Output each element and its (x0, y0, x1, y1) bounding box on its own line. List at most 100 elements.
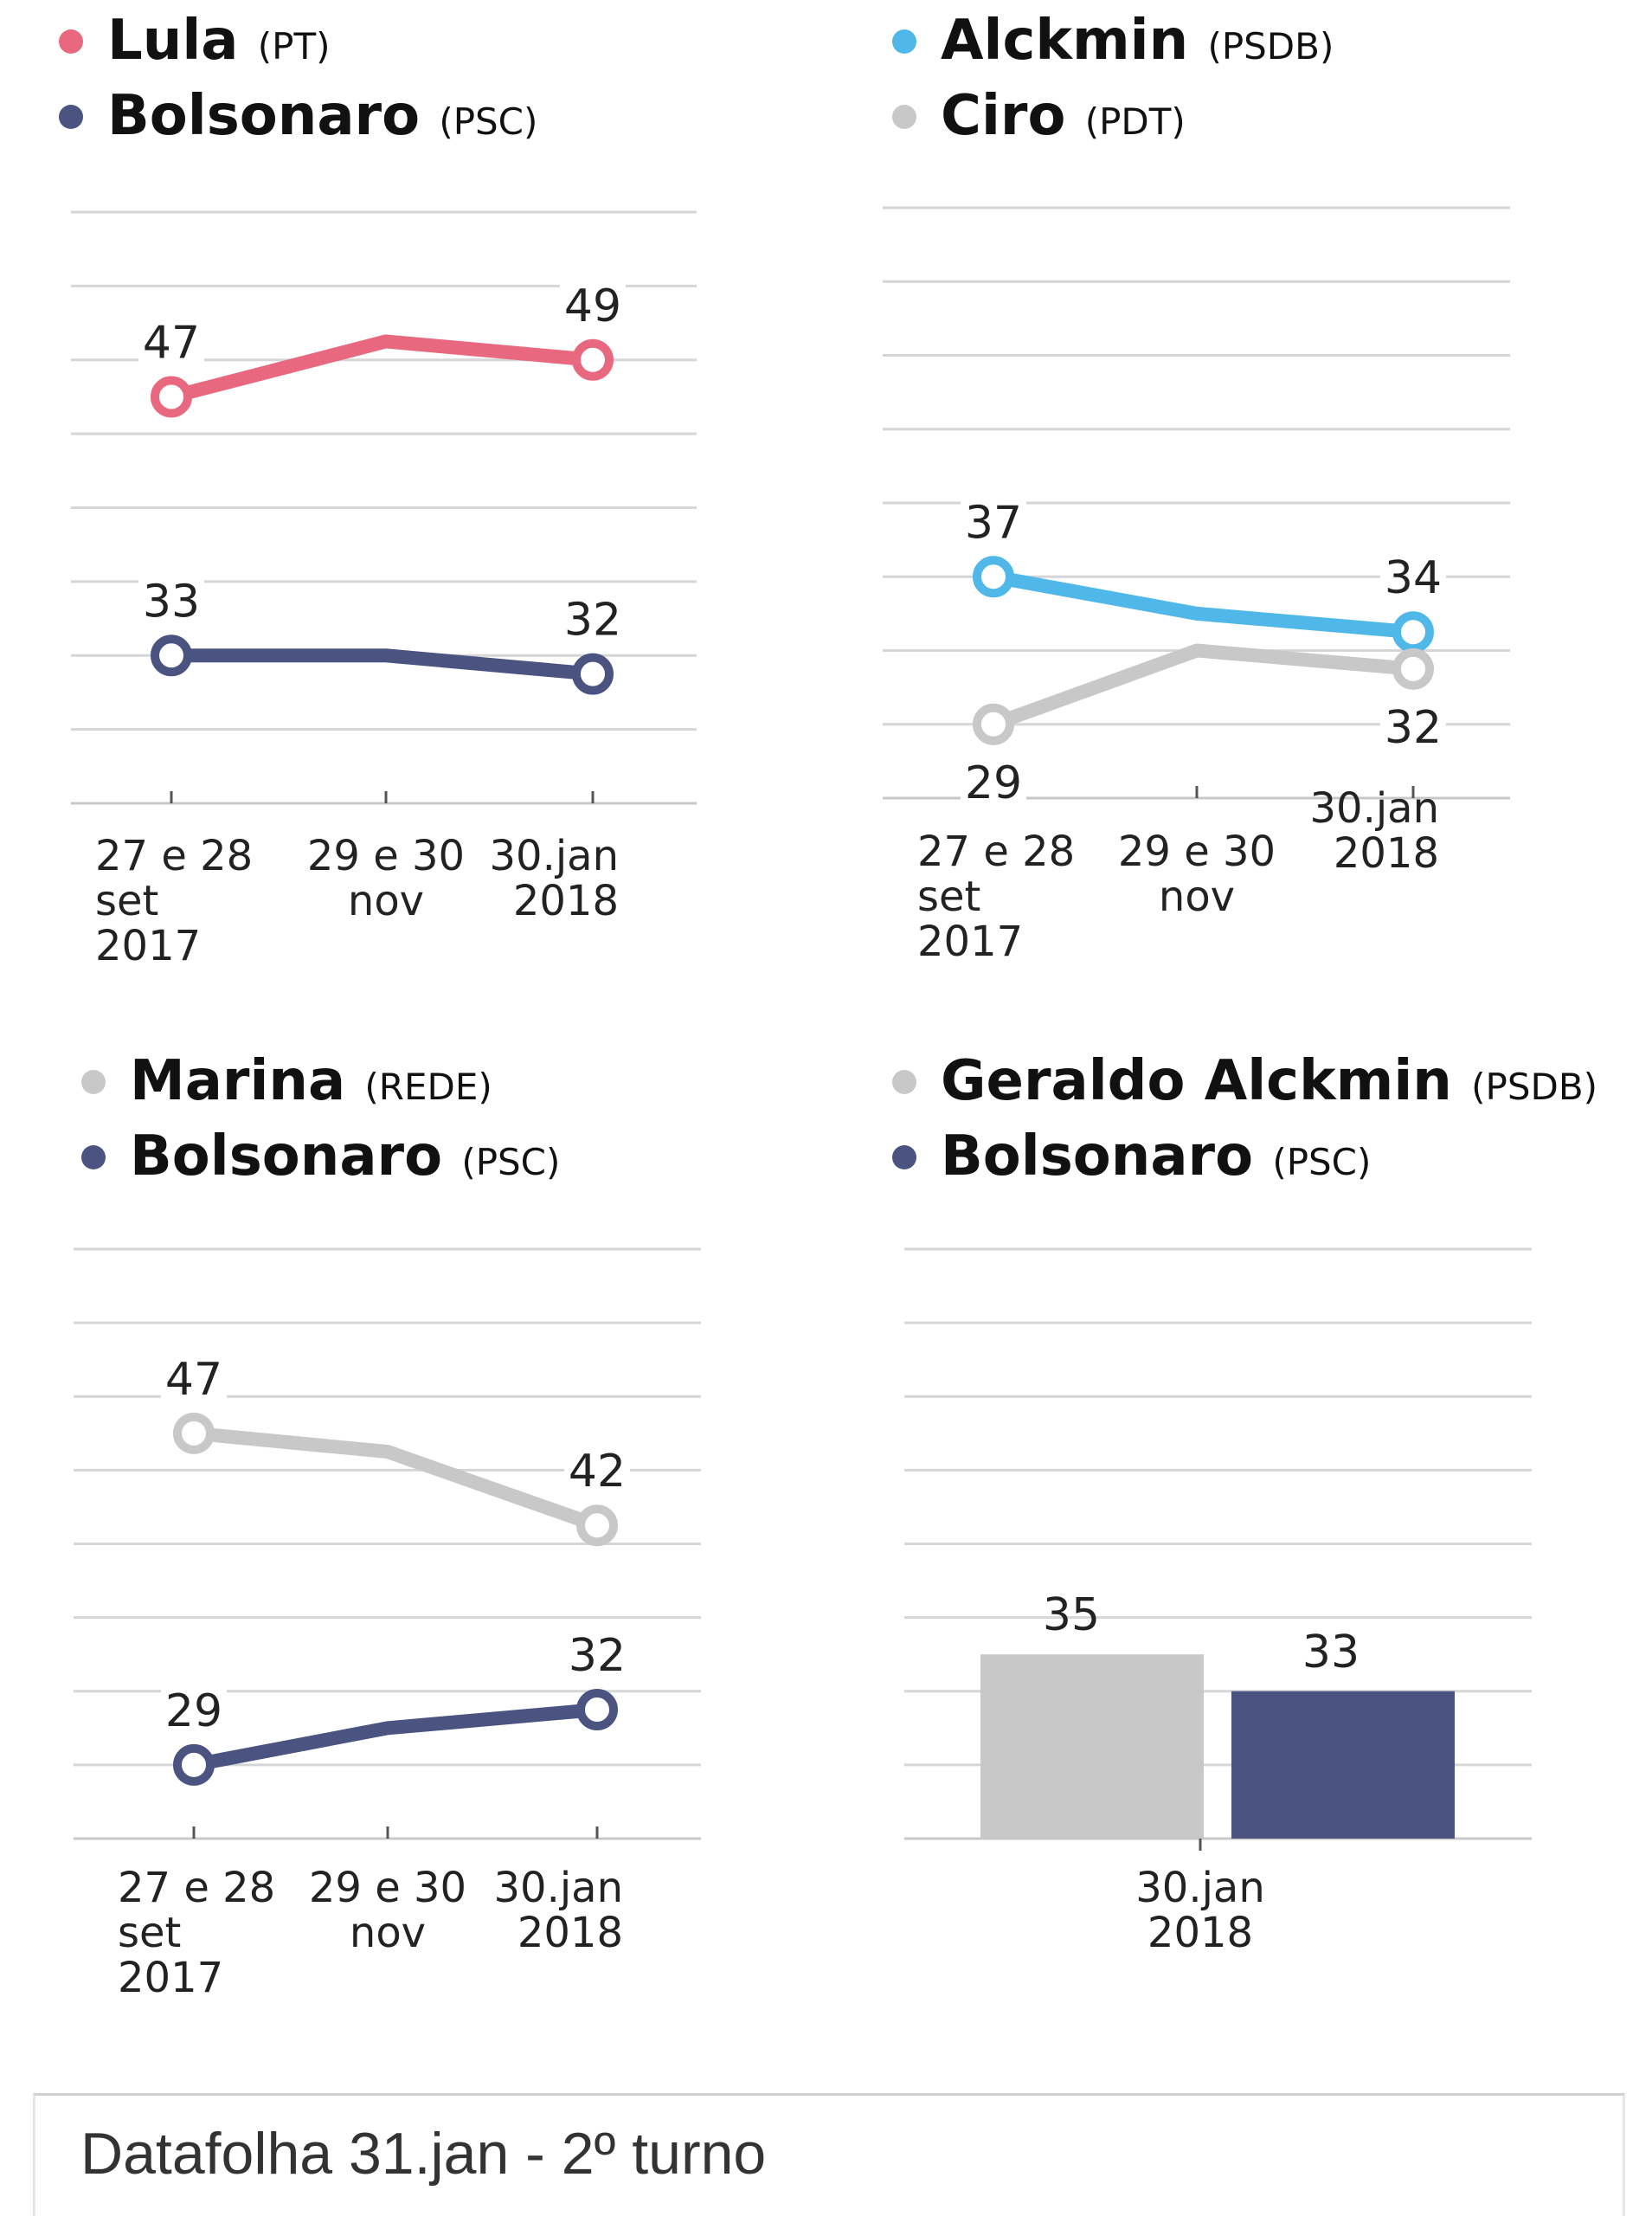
tick-label: 30.jan (489, 832, 619, 880)
legend-party: (REDE) (364, 1066, 492, 1108)
legend-party: (PSDB) (1207, 25, 1334, 68)
series-line-bolsonaro (187, 1703, 604, 1772)
legend-label: Lula (PT) (107, 9, 331, 73)
legend-label: Bolsonaro (PSC) (941, 1124, 1371, 1189)
tick-label: 29 e 30 (307, 832, 465, 880)
label-background (138, 577, 204, 626)
bar-bolsonaro (1231, 1691, 1455, 1839)
label-background (138, 318, 204, 367)
tick-label: 2017 (95, 922, 201, 970)
tick-label: 30.jan (493, 1864, 623, 1912)
data-point (151, 635, 192, 677)
data-label: 32 (569, 1630, 626, 1682)
tick-label: set (95, 877, 158, 925)
legend-marker (59, 105, 83, 129)
legend-party: (PSC) (461, 1141, 560, 1183)
legend-label: Geraldo Alckmin (PSDB) (941, 1049, 1597, 1113)
legend-name: Lula (107, 9, 258, 73)
legend-name: Bolsonaro (941, 1124, 1272, 1189)
legend-marker (892, 105, 916, 129)
tick-label: nov (1159, 873, 1235, 921)
data-point (973, 556, 1014, 598)
data-point (572, 338, 614, 381)
data-label: 49 (564, 280, 621, 332)
bar-geraldo-alckmin (980, 1654, 1204, 1839)
tick-label: 2018 (1334, 829, 1439, 878)
data-label: 34 (1385, 552, 1442, 604)
label-background (1380, 702, 1446, 751)
legend-name: Geraldo Alckmin (941, 1049, 1471, 1113)
tick-label: nov (350, 1909, 426, 1957)
legend-marker (892, 29, 916, 54)
legend-name: Bolsonaro (130, 1124, 461, 1189)
legend-name: Marina (130, 1049, 364, 1113)
legend-marker (59, 29, 83, 54)
label-background (1380, 553, 1446, 602)
data-point (576, 1689, 618, 1731)
label-background (564, 1631, 630, 1680)
data-point (576, 1504, 618, 1547)
label-background (161, 1685, 227, 1735)
data-label: 29 (165, 1685, 222, 1737)
data-label: 29 (965, 757, 1022, 809)
data-point (173, 1412, 215, 1454)
data-label: 32 (564, 595, 621, 647)
series-line-marina (187, 1426, 604, 1533)
tick-label: 27 e 28 (917, 828, 1075, 876)
data-point (572, 653, 614, 695)
tick-label: 29 e 30 (309, 1864, 466, 1912)
tick-label: 2018 (1147, 1909, 1253, 1957)
data-label: 32 (1385, 702, 1442, 754)
series-line-bolsonaro (164, 648, 600, 681)
label-background (560, 280, 626, 330)
tick-label: 30.jan (1309, 784, 1439, 833)
data-label: 42 (569, 1446, 626, 1498)
tick-label: nov (348, 877, 424, 925)
legend-party: (PT) (258, 25, 331, 68)
tick-label: 30.jan (1135, 1864, 1265, 1912)
chart-panel-4: Geraldo Alckmin (PSDB) Bolsonaro (PSC) 35 3… (892, 1049, 1597, 1957)
data-point (173, 1743, 215, 1786)
legend-name: Bolsonaro (107, 84, 439, 148)
data-label: 37 (965, 497, 1022, 549)
data-label: 47 (143, 317, 200, 369)
data-point (1392, 647, 1434, 690)
data-point (1392, 611, 1434, 654)
data-label: 33 (143, 576, 200, 628)
legend-label: Bolsonaro (PSC) (107, 84, 537, 148)
data-label: 33 (1302, 1627, 1360, 1678)
legend-party: (PSC) (439, 100, 537, 143)
tick-label: 2017 (917, 918, 1023, 966)
tick-label: 2017 (118, 1954, 223, 2002)
legend-marker (892, 1070, 916, 1094)
label-background (560, 595, 626, 644)
data-label: 47 (165, 1354, 222, 1406)
label-background (961, 757, 1026, 807)
tick-label: 2018 (513, 877, 619, 925)
tick-label: set (917, 873, 980, 921)
legend-marker (892, 1145, 916, 1169)
source-footer: Datafolha 31.jan - 2º turno (33, 2093, 1625, 2216)
tick-label: set (118, 1909, 181, 1957)
legend-party: (PSC) (1272, 1141, 1371, 1183)
legend-label: Bolsonaro (PSC) (130, 1124, 560, 1189)
tick-label: 27 e 28 (95, 832, 253, 880)
series-line-ciro (987, 643, 1420, 731)
legend-marker (81, 1145, 106, 1169)
tick-label: 29 e 30 (1118, 828, 1276, 876)
tick-label: 2018 (517, 1909, 623, 1957)
data-point (151, 376, 192, 418)
legend-label: Marina (REDE) (130, 1049, 492, 1113)
legend-party: (PSDB) (1471, 1066, 1597, 1108)
legend-name: Alckmin (941, 9, 1207, 73)
legend-party: (PDT) (1085, 100, 1186, 143)
series-line-alckmin (987, 570, 1420, 640)
data-label: 35 (1043, 1589, 1100, 1641)
tick-label: 27 e 28 (118, 1864, 275, 1912)
legend-marker (81, 1070, 106, 1094)
data-point (973, 703, 1014, 745)
series-line-lula (164, 334, 600, 404)
